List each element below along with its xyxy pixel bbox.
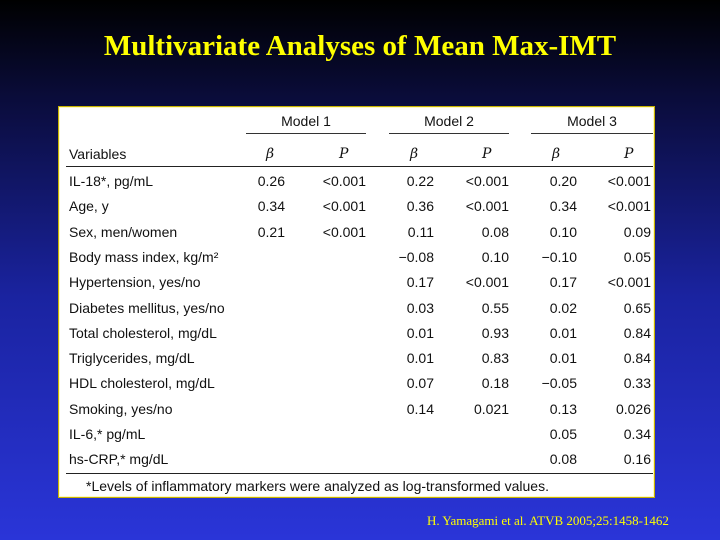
slide-title: Multivariate Analyses of Mean Max-IMT xyxy=(103,30,617,62)
row-value-m3p: <0.001 xyxy=(607,198,651,215)
model-1-p-header: P xyxy=(339,146,349,162)
bottom-rule xyxy=(66,473,653,474)
row-value-m3p: <0.001 xyxy=(607,173,651,189)
row-value-m3b: 0.01 xyxy=(549,350,577,367)
row-value-m3p: 0.16 xyxy=(623,451,651,468)
row-variable-label: Total cholesterol, mg/dL xyxy=(69,324,217,341)
model-3-rule xyxy=(531,133,653,134)
row-value-m1p: <0.001 xyxy=(322,198,366,215)
row-value-m3p: 0.05 xyxy=(623,248,651,265)
row-value-m2b: 0.14 xyxy=(406,400,434,417)
row-variable-label: Diabetes mellitus, yes/no xyxy=(69,299,225,316)
row-value-m2b: 0.11 xyxy=(407,223,434,240)
row-variable-label: Hypertension, yes/no xyxy=(69,274,201,291)
row-value-m3b: 0.08 xyxy=(549,451,577,468)
row-value-m3p: 0.34 xyxy=(623,426,651,442)
row-variable-label: Smoking, yes/no xyxy=(69,400,173,417)
row-value-m3b: −0.05 xyxy=(541,375,577,392)
row-value-m3p: 0.84 xyxy=(623,350,651,367)
row-value-m3p: 0.09 xyxy=(623,223,651,240)
row-variable-label: Age, y xyxy=(69,198,109,215)
row-variable-label: IL-6,* pg/mL xyxy=(69,426,146,442)
model-3-header: Model 3 xyxy=(567,113,617,129)
row-value-m3b: 0.13 xyxy=(549,400,577,417)
row-value-m1b: 0.34 xyxy=(257,198,285,215)
row-value-m2p: <0.001 xyxy=(465,274,509,291)
row-value-m2p: 0.18 xyxy=(481,375,509,392)
row-variable-label: Triglycerides, mg/dL xyxy=(69,350,195,367)
row-value-m2p: <0.001 xyxy=(465,173,509,189)
row-value-m2b: 0.03 xyxy=(406,299,434,316)
header-rule xyxy=(66,166,653,167)
row-value-m2b: 0.17 xyxy=(406,274,434,291)
results-table xyxy=(58,106,655,498)
row-value-m3b: 0.10 xyxy=(549,223,577,240)
citation: H. Yamagami et al. ATVB 2005;25:1458-146… xyxy=(427,513,669,528)
row-value-m1p: <0.001 xyxy=(322,223,366,240)
row-value-m2p: <0.001 xyxy=(465,198,509,215)
row-value-m3b: −0.10 xyxy=(541,248,577,265)
row-value-m2p: 0.93 xyxy=(481,324,509,341)
model-2-p-header: P xyxy=(482,146,492,162)
row-value-m3p: 0.65 xyxy=(623,299,651,316)
row-value-m2p: 0.83 xyxy=(481,350,509,367)
row-value-m2b: 0.01 xyxy=(406,350,434,367)
row-value-m2p: 0.10 xyxy=(481,248,509,265)
row-value-m3b: 0.01 xyxy=(549,324,577,341)
model-1-rule xyxy=(246,133,366,134)
row-value-m3b: 0.02 xyxy=(549,299,577,316)
row-value-m1b: 0.26 xyxy=(257,173,285,189)
model-3-p-header: P xyxy=(624,146,634,162)
row-value-m2b: 0.22 xyxy=(406,173,434,189)
row-variable-label: IL-18*, pg/mL xyxy=(69,173,154,189)
variables-header: Variables xyxy=(69,146,127,162)
row-value-m3p: 0.026 xyxy=(615,400,651,417)
model-2-rule xyxy=(389,133,509,134)
row-value-m2p: 0.55 xyxy=(481,299,509,316)
row-variable-label: Body mass index, kg/m² xyxy=(69,248,219,265)
model-1-beta-header: β xyxy=(266,146,275,162)
row-value-m2p: 0.021 xyxy=(473,400,509,417)
row-value-m2b: −0.08 xyxy=(398,248,434,265)
model-3-beta-header: β xyxy=(552,146,561,162)
row-value-m2p: 0.08 xyxy=(481,223,509,240)
row-value-m3b: 0.17 xyxy=(549,274,577,291)
row-variable-label: hs-CRP,* mg/dL xyxy=(69,451,169,468)
model-1-header: Model 1 xyxy=(281,113,331,129)
row-value-m2b: 0.01 xyxy=(406,324,434,341)
row-value-m1p: <0.001 xyxy=(322,173,366,189)
row-value-m3b: 0.20 xyxy=(549,173,577,189)
row-value-m1b: 0.21 xyxy=(257,223,285,240)
row-value-m2b: 0.36 xyxy=(406,198,434,215)
table-footnote: *Levels of inflammatory markers were ana… xyxy=(86,478,549,494)
model-2-header: Model 2 xyxy=(424,113,474,129)
row-value-m3p: 0.84 xyxy=(623,324,651,341)
row-value-m3b: 0.05 xyxy=(549,426,577,442)
row-value-m3p: 0.33 xyxy=(623,375,651,392)
row-variable-label: Sex, men/women xyxy=(69,223,178,240)
model-2-beta-header: β xyxy=(410,146,419,162)
row-value-m3p: <0.001 xyxy=(607,274,651,291)
row-variable-label: HDL cholesterol, mg/dL xyxy=(69,375,215,392)
row-value-m2b: 0.07 xyxy=(406,375,434,392)
row-value-m3b: 0.34 xyxy=(549,198,577,215)
